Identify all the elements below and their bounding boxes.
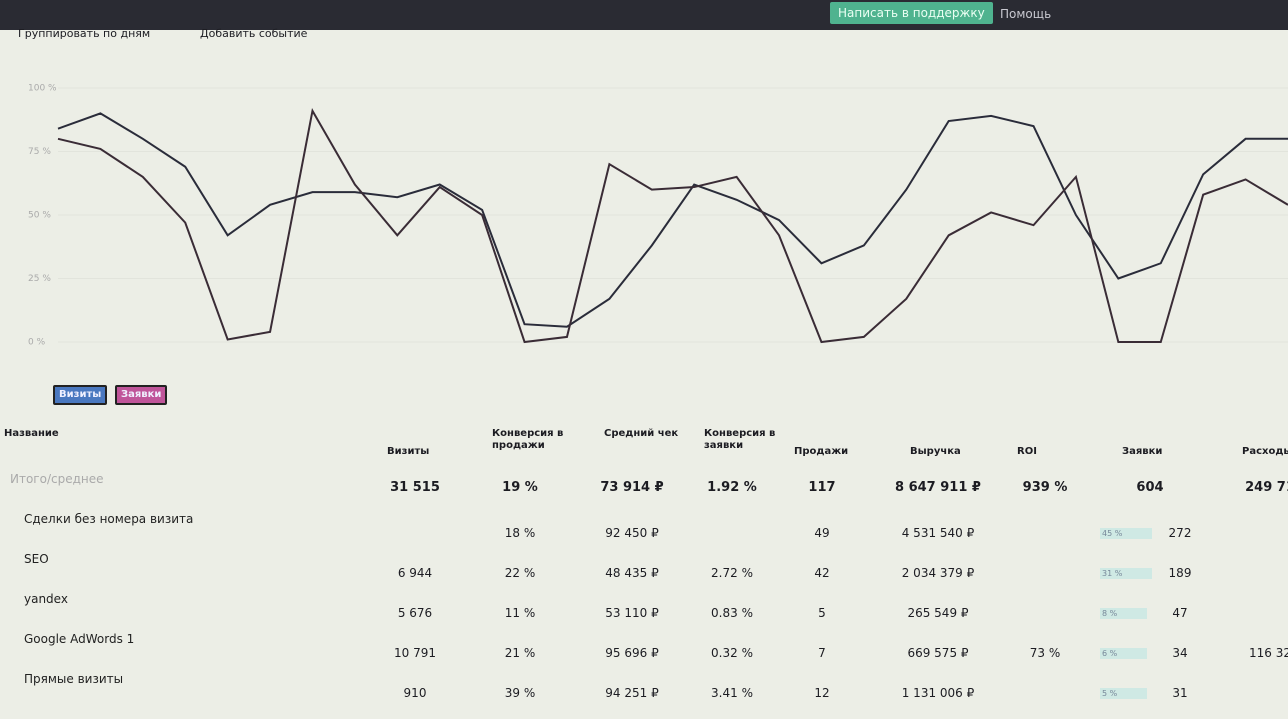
row-name: Сделки без номера визита [24, 512, 194, 526]
table-cell: 49 [814, 526, 830, 540]
share-bar: 5 % [1100, 688, 1148, 699]
share-bar: 31 % [1100, 568, 1153, 579]
table-cell: 95 696 ₽ [605, 646, 659, 660]
add-event-button[interactable]: Добавить событие [200, 27, 308, 40]
column-header: Расходы [1242, 446, 1288, 457]
table-cell: 18 % [504, 526, 536, 540]
table-cell: 21 % [504, 646, 536, 660]
share-bar: 45 % [1100, 528, 1153, 539]
y-tick-label: 0 % [28, 338, 46, 348]
legend-item[interactable]: Заявки [115, 385, 168, 405]
table-cell: 1 131 006 ₽ [901, 686, 975, 700]
table-cell: 34 [1172, 646, 1188, 660]
table-cell: 116 32 [1249, 646, 1288, 660]
series-line [57, 108, 1288, 344]
table-cell: 48 435 ₽ [605, 566, 659, 580]
table-cell: 6 944 [397, 566, 433, 580]
table-cell: 4 531 540 ₽ [901, 526, 975, 540]
table-cell: 42 [814, 566, 830, 580]
table-cell: 2.72 % [711, 566, 753, 580]
share-bar: 8 % [1100, 608, 1148, 619]
line-chart: 0 % 25 % 50 % 75 % 100 % [28, 84, 1288, 348]
table-cell: 92 450 ₽ [605, 526, 659, 540]
table-cell: 117 [808, 480, 836, 495]
table-cell: 7 [818, 646, 826, 660]
y-tick-label: 75 % [28, 147, 51, 157]
table-cell: 265 549 ₽ [907, 606, 969, 620]
y-tick-label: 50 % [28, 211, 51, 221]
table-cell: 22 % [504, 566, 536, 580]
y-tick-label: 100 % [28, 84, 57, 94]
table-cell: 910 [403, 686, 427, 700]
series-line [57, 112, 1288, 328]
table-cell: 189 [1168, 566, 1192, 580]
row-name: SEO [24, 552, 49, 566]
row-name: Google AdWords 1 [24, 632, 135, 646]
table-cell: 94 251 ₽ [605, 686, 659, 700]
table-cell: 73 914 ₽ [600, 480, 664, 495]
y-tick-label: 25 % [28, 274, 51, 284]
top-bar: Написать в поддержку Помощь [0, 0, 1288, 30]
column-header: Выручка [910, 446, 961, 457]
column-header: Название [4, 428, 59, 439]
column-header: Конверсия в заявки [704, 428, 776, 451]
table-cell: 939 % [1022, 480, 1068, 495]
table-cell: 5 676 [397, 606, 433, 620]
table-cell: 53 110 ₽ [605, 606, 659, 620]
table-cell: 604 [1136, 480, 1164, 495]
table-cell: 12 [814, 686, 830, 700]
legend-item[interactable]: Визиты [53, 385, 108, 405]
table-cell: 11 % [504, 606, 536, 620]
group-by-dropdown[interactable]: Группировать по дням [18, 27, 151, 40]
column-header: Продажи [794, 446, 849, 457]
column-header: Средний чек [604, 428, 679, 439]
row-name: yandex [24, 592, 68, 606]
support-button[interactable]: Написать в поддержку [830, 2, 993, 24]
table-cell: 39 % [504, 686, 536, 700]
row-name: Итого/среднее [10, 472, 104, 486]
table-cell: 19 % [502, 480, 538, 495]
column-header: Заявки [1122, 446, 1163, 457]
table-cell: 1.92 % [707, 480, 757, 495]
table-cell: 3.41 % [711, 686, 753, 700]
table-cell: 8 647 911 ₽ [895, 480, 981, 495]
table-cell: 0.83 % [711, 606, 753, 620]
table-cell: 5 [818, 606, 826, 620]
column-header: Конверсия в продажи [492, 428, 564, 451]
column-header: ROI [1017, 446, 1037, 457]
table-cell: 31 515 [390, 480, 440, 495]
share-bar: 6 % [1100, 648, 1148, 659]
table-cell: 2 034 379 ₽ [901, 566, 975, 580]
table-cell: 669 575 ₽ [907, 646, 969, 660]
table-cell: 249 71 [1245, 480, 1288, 495]
table-cell: 0.32 % [711, 646, 753, 660]
table-cell: 31 [1172, 686, 1188, 700]
column-header: Визиты [387, 446, 430, 457]
table-cell: 10 791 [394, 646, 436, 660]
table-cell: 73 % [1029, 646, 1061, 660]
help-menu[interactable]: Помощь [1000, 7, 1052, 21]
table-cell: 47 [1172, 606, 1188, 620]
row-name: Прямые визиты [24, 672, 124, 686]
table-cell: 272 [1168, 526, 1192, 540]
